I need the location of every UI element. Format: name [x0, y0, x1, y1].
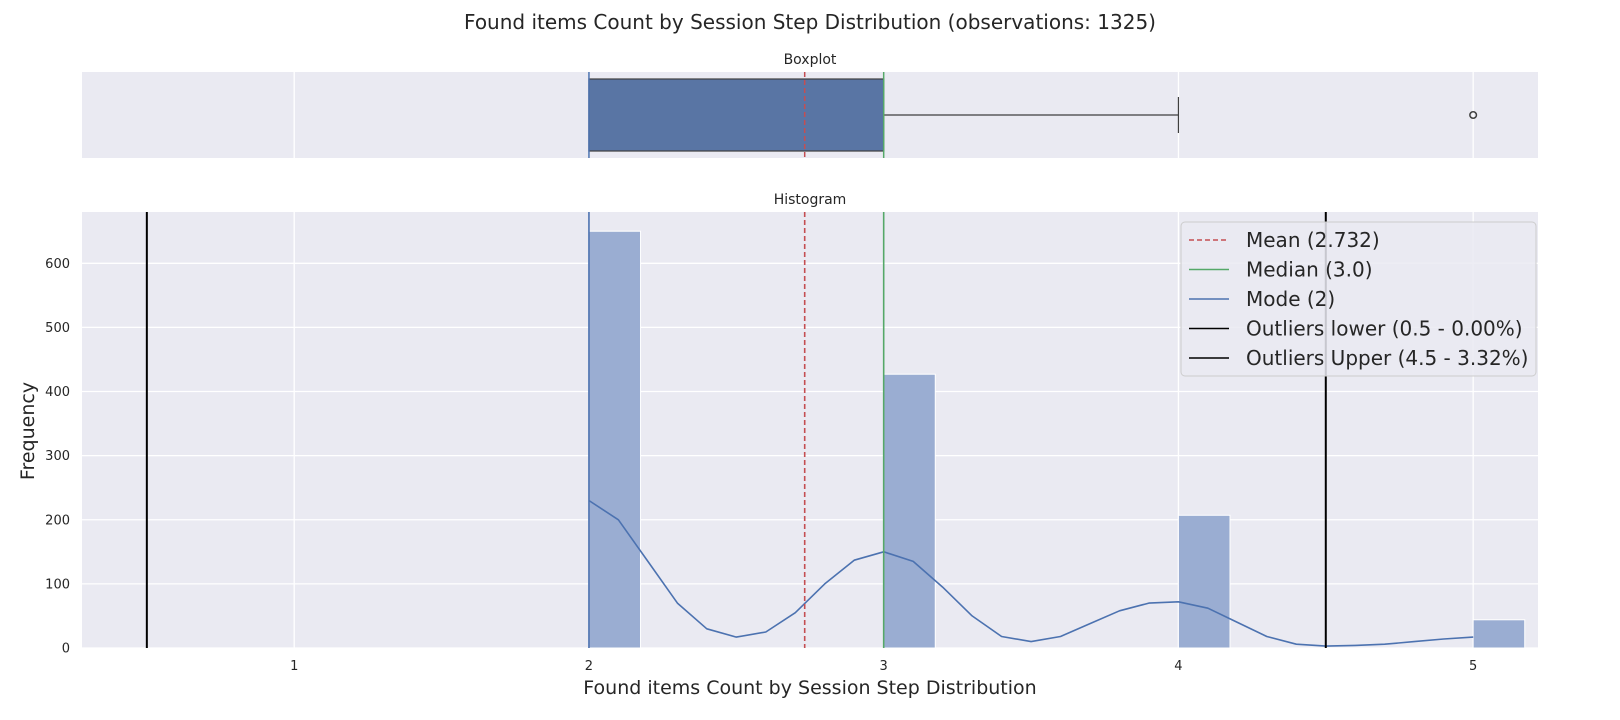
y-tick-label: 200 — [45, 513, 70, 528]
y-tick-label: 100 — [45, 577, 70, 592]
histogram-bar — [883, 373, 936, 649]
histogram-bar — [1177, 514, 1231, 649]
box-flier-point — [1469, 110, 1478, 120]
legend-label: Median (3.0) — [1246, 258, 1373, 282]
legend-label: Mean (2.732) — [1246, 228, 1380, 252]
y-axis-label: Frequency — [17, 382, 39, 480]
x-tick-label: 1 — [290, 659, 298, 674]
boxplot-title: Boxplot — [784, 52, 837, 68]
histogram-panel: Histogram Found items Count by Session S… — [17, 192, 1538, 699]
x-tick-label: 3 — [880, 659, 888, 674]
histogram-title: Histogram — [774, 192, 847, 208]
x-axis-label: Found items Count by Session Step Distri… — [583, 677, 1036, 699]
boxplot-panel: Boxplot — [82, 52, 1538, 158]
y-tick-label: 600 — [45, 257, 70, 272]
histogram-bar — [588, 230, 642, 649]
legend: Mean (2.732) Median (3.0) Mode (2) Outliers… — [1180, 221, 1537, 377]
histogram-bar — [1472, 619, 1526, 649]
x-tick-label: 5 — [1469, 659, 1477, 674]
figure-title: Found items Count by Session Step Distri… — [464, 10, 1156, 34]
x-tick-label: 4 — [1174, 659, 1182, 674]
legend-label: Outliers Upper (4.5 - 3.32%) — [1246, 346, 1528, 370]
x-tick-label: 2 — [585, 659, 593, 674]
box-iqr — [588, 78, 885, 152]
y-tick-label: 0 — [62, 642, 70, 657]
y-tick-label: 400 — [45, 385, 70, 400]
y-tick-label: 500 — [45, 321, 70, 336]
legend-label: Mode (2) — [1246, 287, 1335, 311]
legend-box — [1180, 221, 1537, 377]
legend-label: Outliers lower (0.5 - 0.00%) — [1246, 317, 1523, 341]
y-tick-label: 300 — [45, 449, 70, 464]
